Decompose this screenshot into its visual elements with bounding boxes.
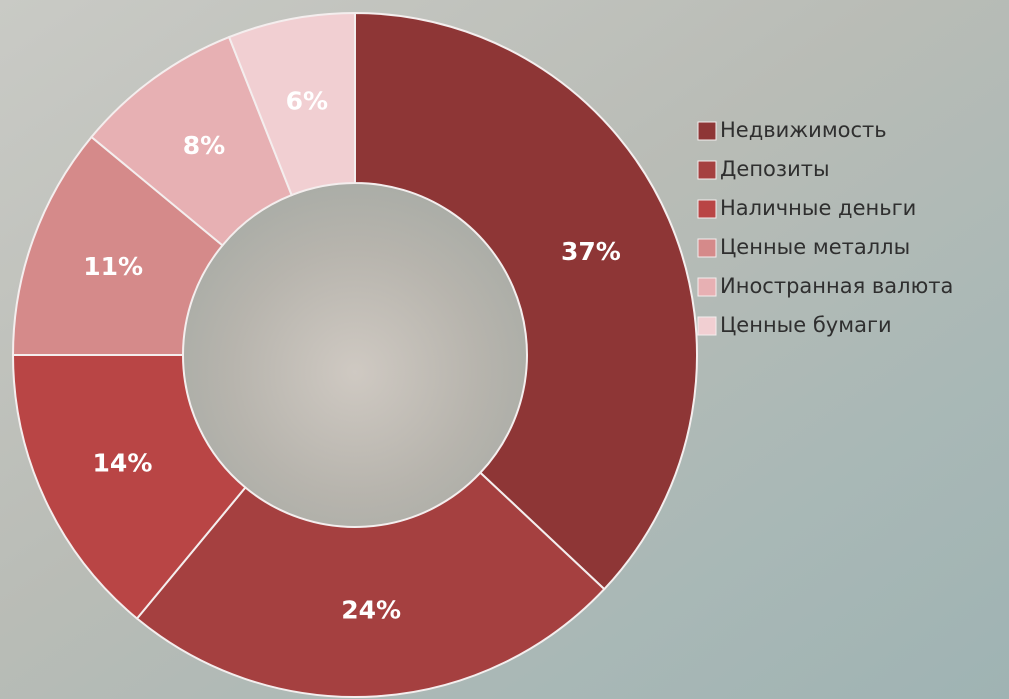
legend-label: Недвижимость — [720, 118, 887, 142]
donut-slice — [11, 135, 224, 356]
data-label: 8% — [183, 131, 225, 160]
donut-slice — [11, 354, 247, 620]
legend-swatch — [697, 160, 717, 180]
legend-swatch — [697, 238, 717, 258]
legend-label: Иностранная валюта — [720, 274, 953, 298]
legend-swatch — [697, 316, 717, 336]
legend-swatch — [697, 277, 717, 297]
data-label: 24% — [341, 595, 401, 624]
legend-swatch — [697, 121, 717, 141]
legend-label: Ценные металлы — [720, 235, 910, 259]
legend-label: Наличные деньги — [720, 196, 916, 220]
data-label: 37% — [561, 237, 621, 266]
data-label: 6% — [286, 87, 328, 116]
donut-slice — [135, 471, 606, 698]
donut-slice — [354, 11, 698, 591]
legend-label: Ценные бумаги — [720, 313, 892, 337]
legend-swatch — [697, 199, 717, 219]
donut-slice — [227, 11, 356, 197]
data-label: 14% — [93, 448, 153, 477]
legend-label: Депозиты — [720, 157, 830, 181]
data-label: 11% — [83, 252, 143, 281]
donut-hole — [183, 183, 527, 527]
